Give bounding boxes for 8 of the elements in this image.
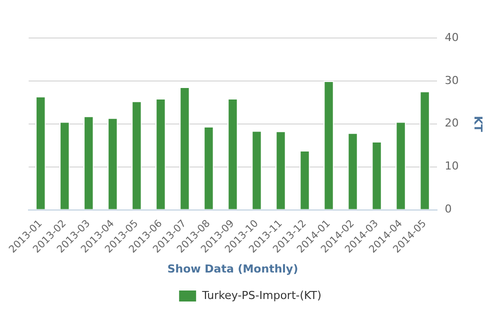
y-tick-label: 10 (444, 160, 459, 173)
y-tick-label: 0 (444, 202, 452, 216)
y-tick-label: 40 (444, 30, 459, 44)
x-axis-title: Show Data (Monthly) (167, 262, 298, 276)
y-tick-label: 30 (444, 74, 459, 87)
y-axis-title: KT (472, 116, 485, 132)
y-tick-label: 20 (444, 116, 459, 130)
legend-label: Turkey-PS-Import-(KT) (201, 288, 322, 302)
